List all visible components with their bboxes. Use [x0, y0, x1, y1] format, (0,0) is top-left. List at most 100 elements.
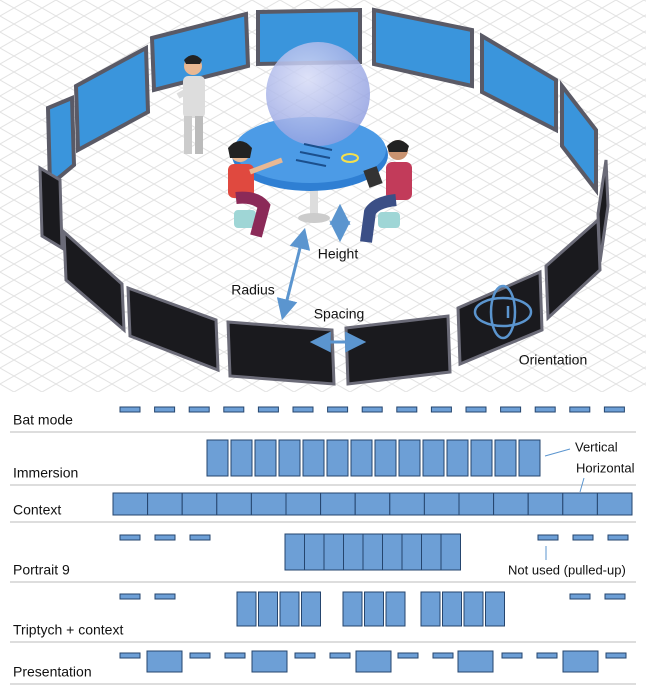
orientation-label: Orientation — [519, 352, 587, 368]
screen — [463, 591, 484, 627]
wall-screen — [560, 80, 598, 196]
screen — [354, 492, 391, 516]
screen — [343, 533, 364, 571]
screen — [494, 439, 517, 477]
screen — [364, 591, 384, 627]
screen — [350, 439, 373, 477]
screen — [301, 591, 321, 627]
pulled-up-screen — [534, 406, 556, 413]
pulled-up-screen — [397, 652, 419, 659]
screen — [362, 533, 383, 571]
horizontal-note: Horizontal — [576, 460, 635, 475]
wall-screen — [480, 32, 558, 134]
pulled-up-screen — [572, 534, 594, 541]
back-screens — [45, 7, 598, 196]
mode-label: Presentation — [13, 664, 92, 680]
pulled-up-screen — [329, 652, 351, 659]
pulled-up-screen — [396, 406, 418, 413]
screen — [440, 533, 461, 571]
screen — [206, 439, 229, 477]
screen — [562, 492, 598, 516]
pulled-up-screen — [605, 652, 627, 659]
screen — [146, 650, 183, 673]
pulled-up-screen — [223, 406, 245, 413]
pulled-up-screen — [432, 652, 454, 659]
pulled-up-screen — [292, 406, 314, 413]
screen — [385, 591, 406, 627]
pulled-up-screen — [119, 652, 141, 659]
screen — [342, 591, 363, 627]
screen — [230, 439, 253, 477]
spacing-label: Spacing — [314, 306, 365, 322]
screen — [485, 591, 505, 627]
pulled-up-screen — [569, 593, 591, 600]
pulled-up-screen — [430, 406, 452, 413]
table — [232, 42, 388, 223]
wall-screen — [372, 7, 474, 89]
pulled-up-screen — [604, 593, 626, 600]
wall-screen-back — [126, 285, 220, 373]
mode-label: Bat mode — [13, 412, 73, 428]
mode-label: Triptych + context — [13, 622, 123, 638]
pulled-up-screen — [119, 534, 141, 541]
pulled-up-screen — [465, 406, 487, 413]
screen — [458, 492, 495, 516]
screen — [398, 439, 421, 477]
mode-label: Portrait 9 — [13, 562, 70, 578]
front-screens — [38, 159, 610, 386]
screen — [112, 492, 149, 516]
pulled-up-screen — [536, 652, 558, 659]
screen — [284, 533, 305, 571]
screen — [596, 492, 633, 516]
pulled-up-screen — [224, 652, 246, 659]
screen — [422, 439, 445, 477]
screen — [258, 591, 278, 627]
pulled-up-screen — [607, 534, 629, 541]
screen — [251, 650, 288, 673]
screen — [446, 439, 469, 477]
screen — [279, 591, 300, 627]
mode-label: Context — [13, 502, 61, 518]
screen — [527, 492, 564, 516]
screen — [147, 492, 183, 516]
seated-person-right — [360, 140, 412, 243]
screen — [423, 492, 460, 516]
pulled-up-screen — [119, 593, 141, 600]
screen — [389, 492, 425, 516]
screen — [355, 650, 392, 673]
wall-screen-back — [596, 159, 610, 263]
screen — [421, 533, 442, 571]
illustration: Height Radius Spacing Orientation — [0, 0, 646, 392]
pulled-up-screen — [327, 406, 349, 413]
pulled-up-screen — [361, 406, 383, 413]
screen — [442, 591, 462, 627]
wall-screen-back — [544, 216, 602, 322]
screen — [302, 439, 325, 477]
wall-screen-back — [38, 165, 64, 251]
screen — [420, 591, 441, 627]
screen — [518, 439, 541, 477]
pulled-up-screen — [189, 534, 211, 541]
leader-line — [579, 477, 585, 493]
pulled-up-screen — [154, 406, 176, 413]
screen — [382, 533, 403, 571]
screen — [493, 492, 529, 516]
pulled-up-screen — [154, 593, 176, 600]
wall-screen-back — [344, 314, 452, 386]
wall-screen-back — [226, 320, 336, 386]
mode-label: Immersion — [13, 465, 78, 481]
pulled-up-screen — [257, 406, 279, 413]
pulled-up-screen — [294, 652, 316, 659]
pulled-up-screen — [188, 406, 210, 413]
pulled-up-screen — [154, 534, 176, 541]
screen — [401, 533, 422, 571]
radius-arrow — [276, 227, 311, 321]
pulled-up-screen — [119, 406, 141, 413]
screen — [285, 492, 322, 516]
annotations: Vertical Horizontal Not used (pulled-up) — [508, 439, 635, 577]
pulled-up-screen — [501, 652, 523, 659]
screen — [250, 492, 287, 516]
screen — [236, 591, 257, 627]
wall-screen — [73, 44, 151, 154]
